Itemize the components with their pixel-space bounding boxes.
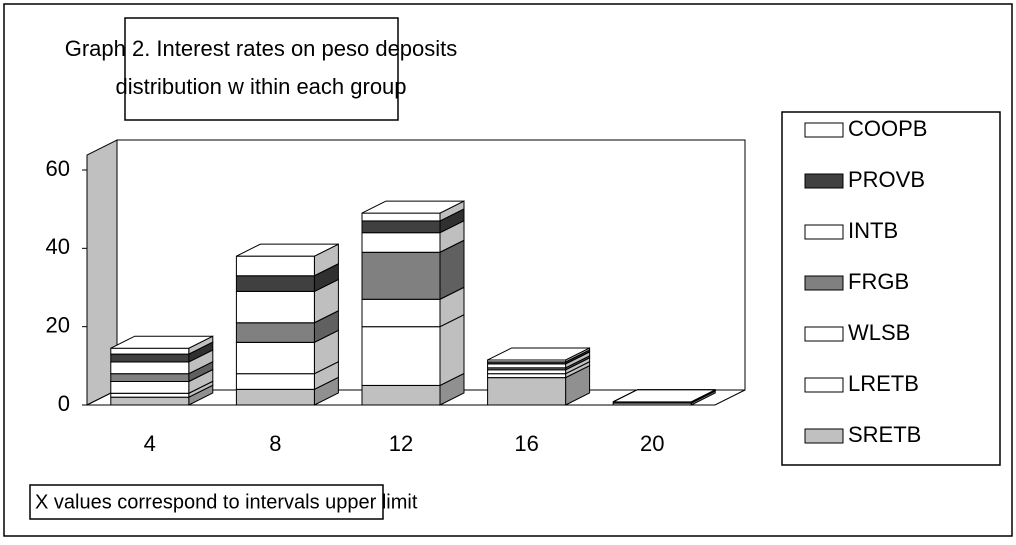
bar-front (110, 392, 190, 398)
bar-front (361, 232, 441, 253)
bar-top (110, 335, 214, 349)
x-tick-label: 4 (144, 431, 156, 456)
bar-segment (361, 200, 465, 222)
bar-front (361, 326, 441, 386)
bar-front (361, 212, 441, 222)
y-tick-label: 0 (58, 391, 70, 416)
bar-front (361, 384, 441, 406)
y-tick-label: 60 (46, 156, 70, 181)
legend-label: INTB (848, 218, 898, 243)
legend-label: PROVB (848, 167, 925, 192)
bar-segment (612, 389, 716, 403)
bar-front (235, 290, 315, 324)
legend-label: COOPB (848, 116, 927, 141)
bar-front (235, 255, 315, 277)
annotation: X values correspond to intervals upper l… (35, 491, 418, 513)
annotation-box (29, 484, 384, 520)
bar-segment (235, 243, 339, 277)
legend-label: WLSB (848, 320, 910, 345)
bar-front (235, 275, 315, 292)
legend-label: LRETB (848, 371, 919, 396)
bar-top (361, 200, 465, 214)
bar-front (110, 396, 190, 406)
bar-front (361, 251, 441, 300)
y-tick-label: 20 (46, 312, 70, 337)
bar-front (487, 373, 567, 379)
chart-title: Graph 2. Interest rates on peso deposits (65, 36, 458, 61)
bar-top (612, 389, 716, 403)
x-tick-label: 16 (514, 431, 538, 456)
legend-swatch (804, 377, 844, 393)
bar-front (110, 353, 190, 363)
bar-segment (487, 347, 591, 363)
legend-swatch (804, 326, 844, 342)
bar-front (487, 369, 567, 375)
x-tick-label: 8 (269, 431, 281, 456)
legend-label: SRETB (848, 422, 921, 447)
bar-top (236, 243, 339, 257)
legend-swatch (804, 173, 844, 189)
x-tick-label: 20 (640, 431, 664, 456)
bar-front (235, 373, 315, 390)
bar-front (110, 347, 190, 355)
bar-front (235, 388, 315, 406)
bar-top (487, 347, 590, 361)
bar-front (235, 341, 315, 375)
y-tick-label: 40 (46, 234, 70, 259)
bar-front (110, 373, 190, 382)
bar-front (361, 220, 441, 234)
bar-front (487, 363, 567, 369)
bar-front (235, 322, 315, 343)
bar-front (487, 377, 567, 406)
legend-swatch (804, 224, 844, 240)
legend-swatch (804, 122, 844, 138)
bar-segment (110, 335, 214, 355)
legend-swatch (804, 428, 844, 444)
legend-swatch (804, 275, 844, 291)
legend-label: FRGB (848, 269, 909, 294)
bar-front (361, 298, 441, 328)
x-tick-label: 12 (389, 431, 413, 456)
legend (781, 111, 1001, 466)
title-box (124, 17, 399, 121)
bar-front (110, 381, 190, 394)
bar-front (110, 361, 190, 375)
chart-title: distribution w ithin each group (115, 74, 406, 99)
